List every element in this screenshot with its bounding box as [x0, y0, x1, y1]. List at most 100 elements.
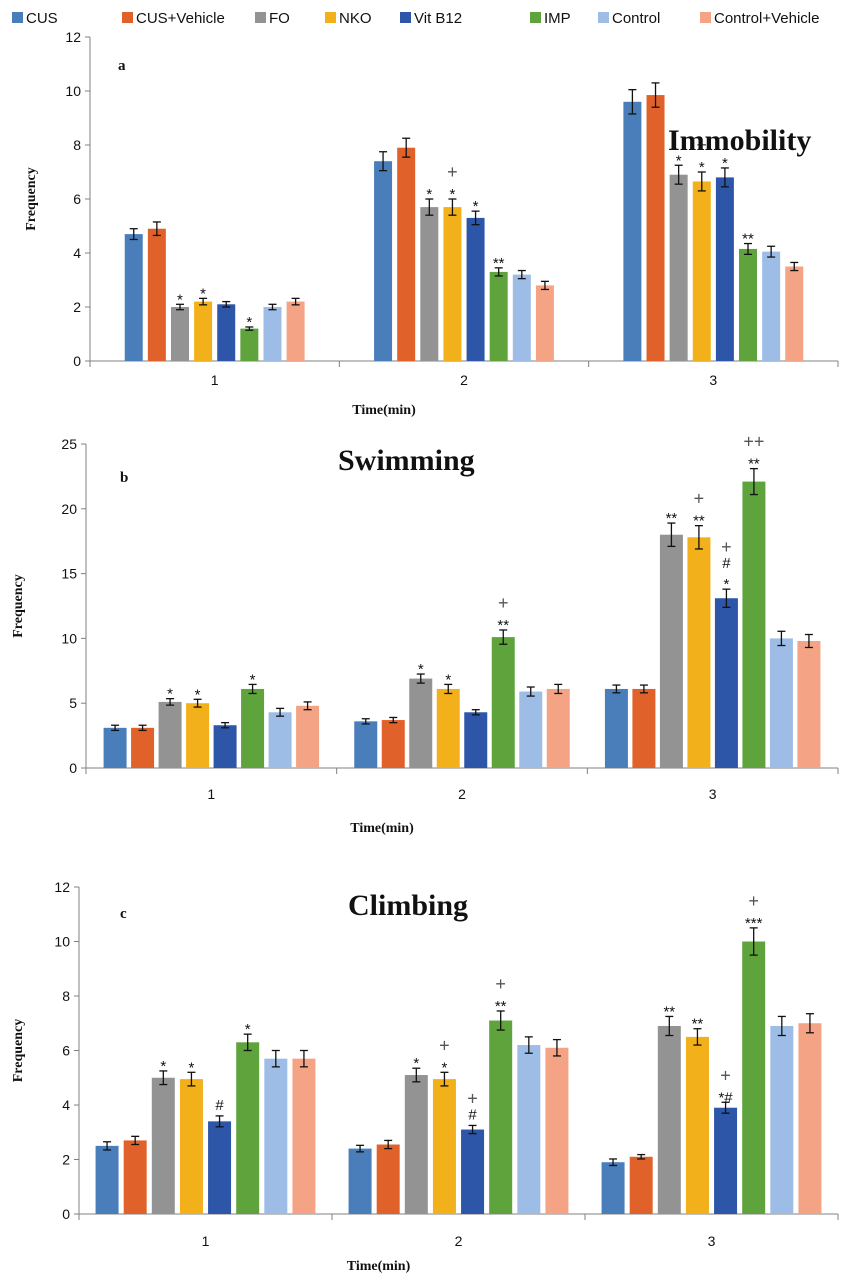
bar [742, 481, 766, 768]
bar [354, 721, 378, 768]
error-bar [402, 137, 411, 158]
bar [158, 701, 182, 768]
bar [286, 301, 305, 361]
bar [519, 691, 543, 768]
x-tick-label: 2 [455, 1233, 463, 1249]
error-bar [448, 198, 457, 216]
bar [517, 1045, 541, 1214]
bar [124, 234, 143, 361]
significance-marker: * [442, 1059, 448, 1076]
bar [95, 1145, 119, 1214]
y-tick-label: 10 [54, 934, 70, 950]
significance-marker: * [195, 686, 201, 703]
error-bar [499, 629, 508, 645]
x-axis-label: Time(min) [350, 821, 414, 836]
series-control-vehicle [296, 633, 821, 768]
significance-marker: *** [745, 915, 763, 932]
bar [632, 688, 656, 768]
error-bar [554, 683, 563, 695]
error-bar [138, 724, 147, 732]
bar [381, 720, 405, 768]
significance-marker: + [720, 1065, 731, 1085]
significance-marker: * [160, 1058, 166, 1075]
error-bar [471, 709, 480, 716]
error-bar [384, 1139, 393, 1150]
bar [123, 1140, 147, 1214]
legend-swatch [400, 12, 411, 23]
bar [268, 712, 292, 768]
bar [535, 285, 554, 361]
y-tick-label: 25 [61, 436, 77, 452]
error-bar [193, 698, 202, 708]
error-bar [526, 686, 535, 697]
bar [103, 727, 127, 768]
error-bar [744, 242, 753, 256]
significance-marker: * [413, 1055, 419, 1072]
significance-marker: ** [748, 456, 760, 473]
y-tick-label: 2 [73, 299, 81, 315]
error-bar [159, 1070, 168, 1086]
error-bar [665, 1015, 674, 1037]
error-bar [552, 1038, 561, 1057]
series-cus [95, 1141, 625, 1214]
significance-marker: * [723, 576, 729, 593]
legend-label: NKO [339, 10, 372, 27]
x-tick-label: 2 [460, 372, 468, 388]
bar [685, 1036, 709, 1214]
bar [669, 174, 688, 361]
error-bar [693, 1028, 702, 1046]
legend: CUS CUS+Vehicle FO NKO Vit B12 IMP Control Cont… [12, 10, 819, 27]
error-bar [524, 1036, 533, 1054]
bar [397, 147, 416, 361]
error-bar [299, 1049, 308, 1068]
legend-item-cus-vehicle: CUS+Vehicle [122, 10, 225, 27]
error-bar [540, 280, 549, 291]
significance-marker: *# [718, 1089, 733, 1106]
error-bar [166, 698, 175, 706]
bar [432, 1079, 456, 1214]
significance-marker: + [697, 135, 708, 155]
bar [692, 181, 711, 361]
error-bar [248, 683, 257, 695]
bar [443, 207, 462, 361]
significance-marker: * [246, 314, 252, 331]
bar [512, 274, 531, 361]
error-bar [276, 707, 285, 717]
significance-marker: * [450, 186, 456, 203]
bar [489, 1020, 513, 1214]
series-cus [103, 684, 628, 768]
bar [208, 1121, 232, 1214]
error-bar [291, 297, 300, 306]
y-tick-label: 20 [61, 501, 77, 517]
bar [545, 1047, 569, 1214]
significance-marker: ** [663, 1003, 675, 1020]
series-nko: * *+** [179, 1016, 709, 1214]
series-cus [124, 89, 642, 362]
significance-marker: * [473, 198, 479, 215]
error-bar [468, 1124, 477, 1135]
series-control [268, 630, 793, 768]
y-tick-label: 8 [73, 137, 81, 153]
bar [629, 1156, 653, 1214]
x-tick-label: 2 [458, 786, 466, 802]
bar [798, 1023, 822, 1214]
series-control [263, 245, 781, 361]
significance-marker: + [498, 593, 509, 613]
bar [170, 307, 189, 361]
significance-marker: ** [495, 998, 507, 1015]
x-tick-label: 1 [202, 1233, 210, 1249]
bar [489, 271, 508, 361]
series-nko: **+ *+ [194, 135, 711, 361]
panel-title: Immobility [668, 124, 811, 157]
x-tick-label: 1 [211, 372, 219, 388]
x-tick-label: 3 [708, 1233, 716, 1249]
error-bar [517, 269, 526, 280]
x-tick-label: 3 [709, 786, 717, 802]
y-tick-label: 12 [54, 879, 70, 895]
bar [659, 534, 683, 768]
bar [785, 266, 804, 361]
error-bar [722, 588, 731, 608]
series-nko: ****+ [186, 489, 711, 768]
